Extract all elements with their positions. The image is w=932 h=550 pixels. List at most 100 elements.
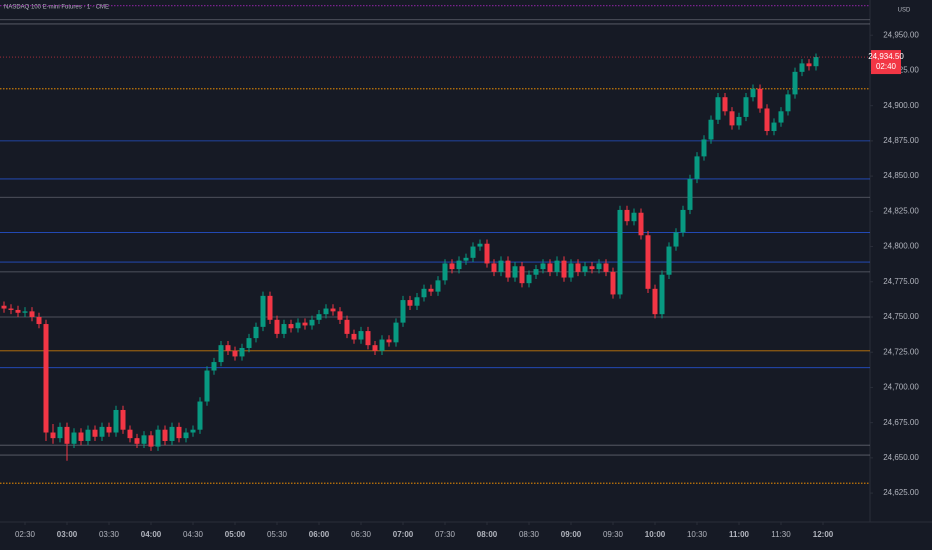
candle-body	[64, 426, 70, 444]
candle-body	[127, 429, 133, 439]
last-price-label: 24,934.50	[868, 52, 904, 61]
candle-body	[519, 266, 525, 284]
x-tick-label: 12:00	[813, 530, 834, 539]
chart-title: NASDAQ 100 E-mini Futures · 1 · CME	[4, 5, 109, 11]
candle-body	[484, 243, 490, 264]
candle-body	[246, 338, 252, 348]
candle-body	[85, 429, 91, 441]
candle-body	[71, 432, 77, 444]
candle-body	[799, 63, 805, 72]
candle-body	[645, 235, 651, 289]
candle-body	[43, 324, 49, 433]
candle-body	[512, 266, 518, 278]
candle-body	[477, 243, 483, 247]
candle-body	[575, 263, 581, 272]
candle-body	[176, 426, 182, 439]
candle-body	[1, 305, 7, 309]
candle-body	[743, 97, 749, 117]
candle-body	[792, 71, 798, 95]
candle-body	[379, 339, 385, 351]
x-tick-label: 04:30	[183, 530, 204, 539]
candle-body	[701, 139, 707, 157]
x-tick-label: 07:00	[393, 530, 414, 539]
x-tick-label: 02:30	[15, 530, 36, 539]
candle-body	[106, 426, 112, 433]
x-tick-label: 08:30	[519, 530, 540, 539]
candle-body	[722, 97, 728, 112]
x-tick-label: 09:30	[603, 530, 624, 539]
candle-body	[456, 260, 462, 270]
y-tick-label: 24,925.00	[883, 66, 919, 75]
candle-body	[729, 111, 735, 126]
candle-body	[442, 263, 448, 281]
candle-body	[449, 263, 455, 270]
y-tick-label: 24,700.00	[883, 383, 919, 392]
x-tick-label: 03:30	[99, 530, 120, 539]
candle-body	[771, 122, 777, 132]
candle-body	[428, 288, 434, 292]
candle-body	[15, 309, 21, 313]
candle-body	[239, 347, 245, 357]
x-tick-label: 03:00	[57, 530, 78, 539]
candle-body	[155, 429, 161, 447]
candle-body	[386, 339, 392, 343]
candle-body	[400, 300, 406, 323]
countdown: 02:40	[876, 62, 897, 71]
candle-body	[470, 246, 476, 258]
candle-body	[281, 324, 287, 334]
candle-body	[372, 345, 378, 351]
candle-body	[680, 209, 686, 233]
candle-body	[113, 409, 119, 433]
candle-body	[29, 311, 35, 317]
candle-body	[435, 280, 441, 292]
candle-body	[323, 308, 329, 315]
candle-body	[526, 274, 532, 284]
candle-body	[148, 435, 154, 447]
candle-body	[498, 260, 504, 272]
candle-body	[57, 426, 63, 439]
candle-body	[218, 345, 224, 363]
candle-body	[267, 295, 273, 320]
candle-body	[407, 300, 413, 306]
candle-body	[162, 429, 168, 441]
candle-body	[365, 331, 371, 346]
candle-body	[169, 426, 175, 441]
candle-body	[624, 209, 630, 222]
x-tick-label: 05:30	[267, 530, 288, 539]
x-tick-label: 08:00	[477, 530, 498, 539]
candle-body	[568, 263, 574, 278]
candle-body	[337, 311, 343, 320]
last-price-box	[871, 50, 901, 75]
candle-body	[533, 269, 539, 275]
candle-body	[631, 212, 637, 222]
y-tick-label: 24,875.00	[883, 136, 919, 145]
candle-body	[141, 435, 147, 444]
x-tick-label: 06:00	[309, 530, 330, 539]
candle-body	[463, 257, 469, 261]
candle-body	[78, 432, 84, 441]
candle-body	[778, 111, 784, 123]
y-tick-label: 24,750.00	[883, 312, 919, 321]
currency[interactable]: USD	[898, 8, 911, 14]
candle-body	[652, 288, 658, 315]
y-tick-label: 24,625.00	[883, 488, 919, 497]
candle-body	[330, 308, 336, 312]
y-tick-label: 24,950.00	[883, 30, 919, 39]
candle-body	[547, 263, 553, 272]
candle-body	[610, 271, 616, 295]
candle-body	[50, 432, 56, 439]
candle-body	[393, 322, 399, 343]
candle-body	[344, 319, 350, 334]
candle-body	[274, 319, 280, 334]
y-tick-label: 24,850.00	[883, 171, 919, 180]
x-tick-label: 11:30	[771, 530, 791, 539]
candle-body	[708, 119, 714, 140]
candle-body	[785, 94, 791, 112]
candle-body	[302, 322, 308, 326]
candle-body	[603, 263, 609, 272]
candle-body	[232, 350, 238, 357]
candle-body	[582, 266, 588, 272]
candle-body	[491, 263, 497, 272]
